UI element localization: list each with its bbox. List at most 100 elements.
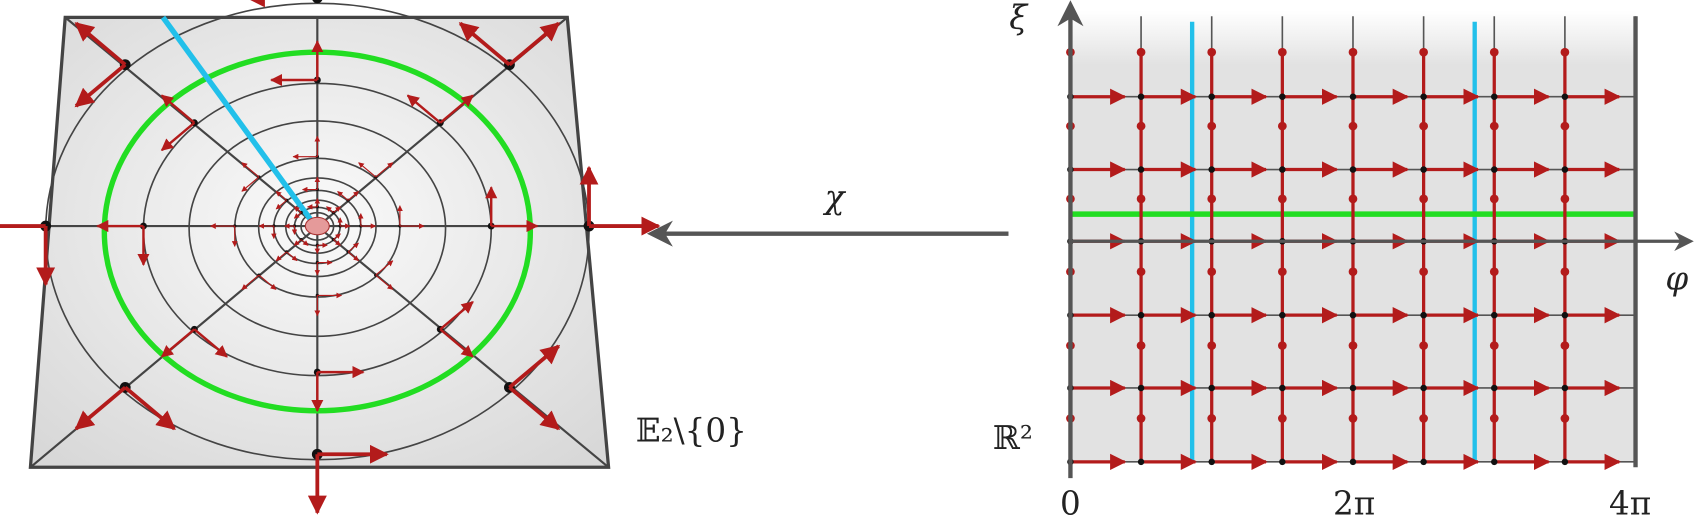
- field-dot: [1348, 47, 1358, 57]
- angular-arrow: [439, 301, 474, 331]
- radial-arrow: [375, 274, 394, 290]
- field-dot: [1278, 194, 1287, 204]
- node: [1208, 384, 1215, 392]
- vector-field: [1066, 47, 1621, 471]
- angular-arrow: [337, 191, 349, 201]
- radial-arrow: [347, 191, 359, 201]
- radial-arrow: [275, 191, 287, 201]
- radial-arrow: [241, 274, 260, 290]
- radial-arrow: [160, 94, 196, 124]
- field-dot: [1489, 341, 1499, 350]
- strip: [1057, 0, 1694, 479]
- angular-arrow: [258, 274, 277, 290]
- field-dot: [1136, 267, 1146, 277]
- r2-label: ℝ²: [993, 419, 1033, 457]
- field-dot: [1207, 414, 1217, 423]
- field-dot: [1278, 267, 1287, 277]
- origin-hole: [304, 216, 330, 236]
- node: [1420, 311, 1427, 319]
- radial-arrow: [439, 94, 474, 124]
- tick-label: 2π: [1333, 484, 1375, 522]
- field-dot: [1560, 341, 1570, 350]
- field-dot: [1278, 414, 1287, 423]
- radial-arrow: [508, 385, 561, 431]
- field-dot: [1560, 47, 1570, 57]
- tick-label: 4π: [1609, 484, 1651, 522]
- node: [1420, 93, 1427, 100]
- field-dot: [1348, 267, 1358, 277]
- vector-field: [0, 0, 661, 515]
- node: [1137, 166, 1145, 173]
- field-dot: [1207, 194, 1217, 204]
- node: [1349, 384, 1357, 392]
- node: [1208, 311, 1215, 319]
- angular-arrow: [406, 94, 442, 124]
- field-dot: [1419, 414, 1428, 423]
- field-dot: [1348, 414, 1358, 423]
- cut-line: [160, 15, 316, 225]
- radial-arrow: [160, 328, 196, 358]
- node: [1349, 166, 1357, 173]
- node: [1561, 311, 1569, 319]
- field-dot: [1136, 121, 1146, 131]
- node: [1420, 458, 1427, 466]
- radial-arrow: [293, 239, 302, 246]
- node: [1561, 93, 1569, 100]
- node: [1137, 93, 1145, 100]
- field-dot: [1560, 121, 1570, 131]
- node: [1349, 458, 1357, 466]
- angular-arrow: [458, 21, 511, 67]
- node: [1349, 311, 1357, 319]
- field-dot: [1419, 121, 1428, 131]
- angular-arrow: [123, 385, 176, 431]
- radial-arrow: [241, 162, 260, 178]
- angular-arrow: [347, 242, 359, 253]
- radial-arrow: [439, 328, 474, 358]
- angular-arrow: [326, 206, 334, 213]
- node: [1561, 384, 1569, 392]
- field-dot: [1489, 121, 1499, 131]
- radial-arrow: [74, 385, 127, 431]
- radial-arrow: [74, 21, 127, 67]
- node: [1279, 384, 1286, 392]
- node: [1491, 93, 1498, 100]
- node: [1208, 458, 1215, 466]
- node: [313, 368, 321, 376]
- angular-arrow: [275, 199, 287, 210]
- node: [312, 0, 323, 4]
- field-dot: [1207, 47, 1217, 57]
- field-dot: [1348, 121, 1358, 131]
- angular-arrow: [508, 344, 561, 389]
- node: [1561, 458, 1569, 466]
- angular-arrow: [358, 162, 377, 178]
- field-dot: [1560, 267, 1570, 277]
- field-dot: [1278, 341, 1287, 350]
- field-dot: [1136, 194, 1146, 204]
- field-dot: [1136, 414, 1146, 423]
- angular-arrow: [193, 328, 228, 358]
- field-dot: [1207, 121, 1217, 131]
- field-dot: [1489, 47, 1499, 57]
- field-dot: [1419, 194, 1428, 204]
- field-dot: [1560, 194, 1570, 204]
- radial-arrow: [508, 21, 561, 67]
- node: [1420, 166, 1427, 173]
- node: [1137, 458, 1145, 466]
- angular-arrow: [160, 121, 196, 152]
- tick-label: 0: [1060, 484, 1081, 522]
- radial-arrow: [347, 251, 359, 262]
- node: [1279, 93, 1286, 100]
- radial-arrow: [375, 162, 394, 178]
- node: [1279, 166, 1286, 173]
- node: [1491, 384, 1498, 392]
- field-dot: [1207, 341, 1217, 350]
- field-dot: [1278, 121, 1287, 131]
- angular-arrow: [74, 63, 127, 108]
- field-dot: [1489, 414, 1499, 423]
- field-dot: [1136, 47, 1146, 57]
- angular-arrow: [241, 176, 260, 192]
- field-dot: [1419, 267, 1428, 277]
- plane-label: 𝔼₂\{0}: [636, 412, 747, 450]
- node: [1491, 311, 1498, 319]
